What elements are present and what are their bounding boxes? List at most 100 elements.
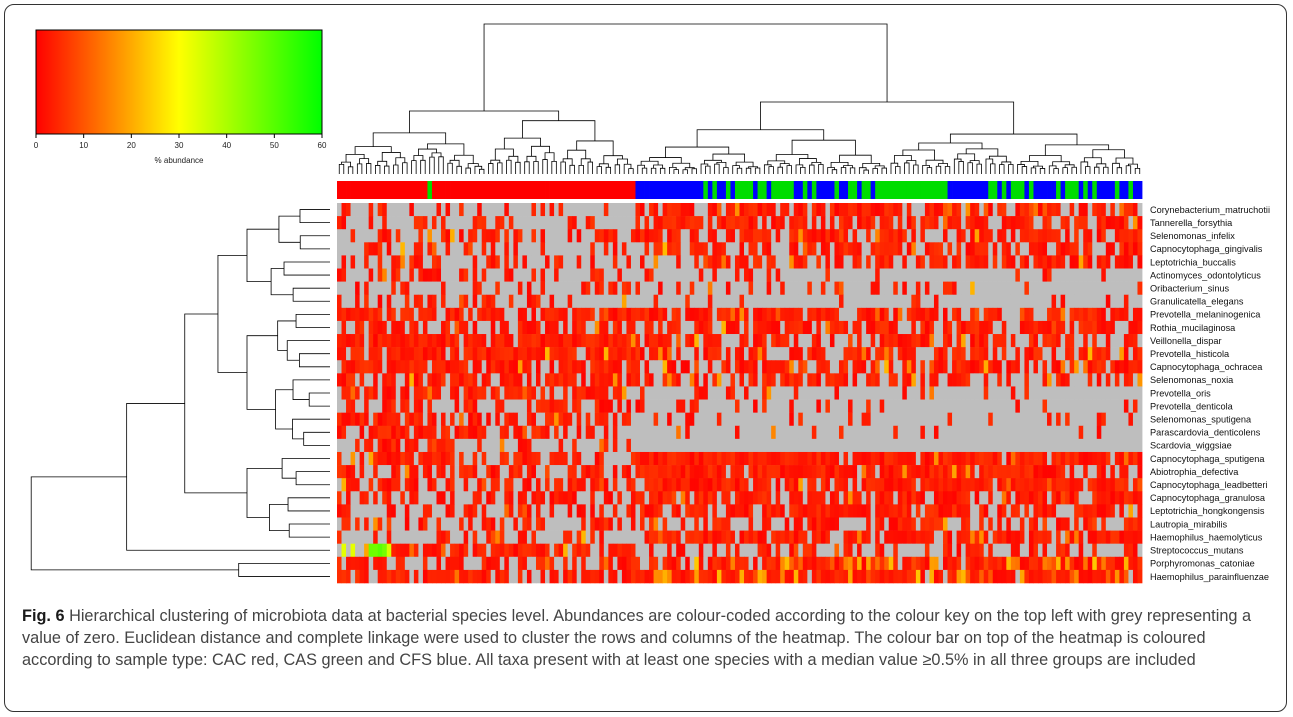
- heatmap-cell: [734, 255, 740, 269]
- heatmap-cell: [689, 255, 695, 269]
- heatmap-cell: [400, 425, 406, 440]
- heatmap-cell: [1010, 517, 1016, 531]
- heatmap-cell: [653, 386, 659, 400]
- heatmap-cell: [780, 347, 786, 361]
- heatmap-cell: [454, 399, 460, 413]
- heatmap-cell: [535, 268, 541, 282]
- heatmap-cell: [404, 478, 410, 492]
- heatmap-cell: [554, 438, 559, 453]
- heatmap-cell: [784, 438, 790, 453]
- heatmap-cell: [540, 294, 546, 309]
- heatmap-cell: [572, 229, 578, 243]
- heatmap-cell: [793, 504, 799, 518]
- heatmap-cell: [820, 360, 826, 374]
- heatmap-cell: [508, 229, 514, 243]
- heatmap-cell: [495, 491, 501, 505]
- heatmap-cell: [771, 320, 777, 335]
- heatmap-cell: [897, 425, 903, 440]
- heatmap-cell: [807, 412, 813, 427]
- heatmap-cell: [766, 399, 772, 413]
- heatmap-cell: [594, 438, 600, 453]
- heatmap-cell: [1051, 281, 1057, 296]
- heatmap-cell: [848, 386, 853, 400]
- heatmap-cell: [400, 242, 406, 256]
- heatmap-cell: [531, 530, 537, 544]
- heatmap-cell: [504, 360, 510, 374]
- heatmap-cell: [680, 425, 686, 440]
- heatmap-cell: [721, 465, 727, 479]
- heatmap-cell: [535, 373, 541, 387]
- heatmap-cell: [662, 451, 668, 466]
- heatmap-cell: [965, 465, 971, 479]
- heatmap-cell: [540, 504, 546, 518]
- sample-type-cell: [780, 181, 786, 199]
- heatmap-cell: [807, 203, 813, 217]
- heatmap-cell: [626, 320, 632, 335]
- heatmap-cell: [707, 530, 713, 544]
- heatmap-cell: [554, 242, 559, 256]
- heatmap-cell: [848, 465, 853, 479]
- heatmap-cell: [816, 360, 822, 374]
- heatmap-cell: [816, 347, 822, 361]
- heatmap-cell: [653, 294, 659, 309]
- heatmap-cell: [970, 229, 976, 243]
- heatmap-cell: [382, 294, 388, 309]
- heatmap-cell: [834, 373, 840, 387]
- heatmap-cell: [413, 517, 419, 531]
- heatmap-cell: [1056, 229, 1061, 243]
- heatmap-cell: [793, 360, 799, 374]
- heatmap-cell: [667, 307, 673, 322]
- heatmap-cell: [943, 242, 948, 256]
- heatmap-cell: [784, 478, 790, 492]
- heatmap-cell: [495, 373, 501, 387]
- heatmap-cell: [1056, 334, 1061, 348]
- heatmap-cell: [870, 294, 876, 309]
- heatmap-cell: [640, 491, 645, 505]
- heatmap-cell: [834, 451, 840, 466]
- heatmap-cell: [734, 320, 740, 335]
- heatmap-cell: [848, 438, 853, 453]
- heatmap-cell: [350, 517, 356, 531]
- heatmap-cell: [1119, 451, 1125, 466]
- heatmap-cell: [970, 530, 976, 544]
- heatmap-cell: [594, 530, 600, 544]
- heatmap-cell: [1137, 478, 1143, 492]
- heatmap-cell: [1069, 373, 1075, 387]
- heatmap-cell: [825, 203, 831, 217]
- heatmap-cell: [581, 360, 587, 374]
- heatmap-cell: [658, 268, 664, 282]
- heatmap-cell: [1119, 425, 1125, 440]
- heatmap-cell: [504, 334, 510, 348]
- heatmap-cell: [1069, 412, 1075, 427]
- sample-type-cell: [730, 181, 736, 199]
- heatmap-cell: [1024, 412, 1030, 427]
- heatmap-cell: [671, 229, 677, 243]
- heatmap-cell: [445, 334, 451, 348]
- heatmap-cell: [535, 478, 541, 492]
- heatmap-cell: [820, 229, 826, 243]
- heatmap-cell: [581, 412, 587, 427]
- heatmap-cell: [1132, 307, 1138, 322]
- heatmap-cell: [1132, 425, 1138, 440]
- heatmap-cell: [504, 386, 510, 400]
- heatmap-cell: [965, 425, 971, 440]
- heatmap-cell: [933, 216, 939, 230]
- heatmap-cell: [504, 530, 510, 544]
- heatmap-cell: [1033, 347, 1039, 361]
- sample-type-cell: [685, 181, 691, 199]
- heatmap-cell: [517, 412, 523, 427]
- heatmap-cell: [504, 216, 510, 230]
- heatmap-cell: [359, 412, 365, 427]
- heatmap-cell: [545, 294, 550, 309]
- heatmap-cell: [364, 504, 370, 518]
- heatmap-cell: [694, 530, 700, 544]
- heatmap-cell: [1069, 294, 1075, 309]
- heatmap-cell: [1042, 465, 1048, 479]
- heatmap-cell: [630, 438, 636, 453]
- heatmap-cell: [893, 517, 899, 531]
- heatmap-cell: [956, 347, 962, 361]
- heatmap-cell: [766, 281, 772, 296]
- heatmap-cell: [992, 229, 998, 243]
- heatmap-cell: [495, 360, 501, 374]
- heatmap-cell: [377, 451, 383, 466]
